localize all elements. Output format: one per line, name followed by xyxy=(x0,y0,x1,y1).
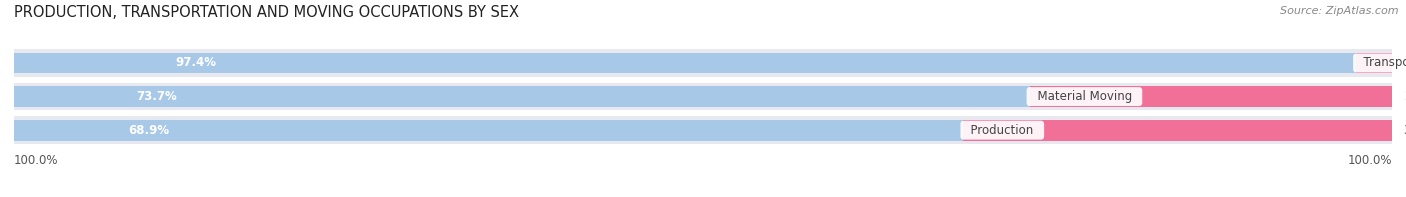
Bar xyxy=(1357,53,1392,73)
Bar xyxy=(14,53,1357,73)
Text: 68.9%: 68.9% xyxy=(128,124,169,137)
Text: 26.4%: 26.4% xyxy=(1405,90,1406,103)
Bar xyxy=(14,83,1392,110)
Bar xyxy=(14,120,963,141)
Bar xyxy=(14,86,1029,107)
Text: 31.1%: 31.1% xyxy=(1403,124,1406,137)
Text: 73.7%: 73.7% xyxy=(136,90,177,103)
Text: 2.6%: 2.6% xyxy=(1403,57,1406,70)
Text: Material Moving: Material Moving xyxy=(1029,90,1139,103)
Text: 100.0%: 100.0% xyxy=(1347,154,1392,167)
Bar xyxy=(14,49,1392,77)
Text: Production: Production xyxy=(963,124,1042,137)
Text: Transportation: Transportation xyxy=(1357,57,1406,70)
Text: PRODUCTION, TRANSPORTATION AND MOVING OCCUPATIONS BY SEX: PRODUCTION, TRANSPORTATION AND MOVING OC… xyxy=(14,5,519,20)
Text: Source: ZipAtlas.com: Source: ZipAtlas.com xyxy=(1281,6,1399,16)
Bar xyxy=(14,116,1392,144)
Text: 97.4%: 97.4% xyxy=(176,57,217,70)
Bar xyxy=(1029,86,1393,107)
Bar xyxy=(963,120,1392,141)
Text: 100.0%: 100.0% xyxy=(14,154,59,167)
